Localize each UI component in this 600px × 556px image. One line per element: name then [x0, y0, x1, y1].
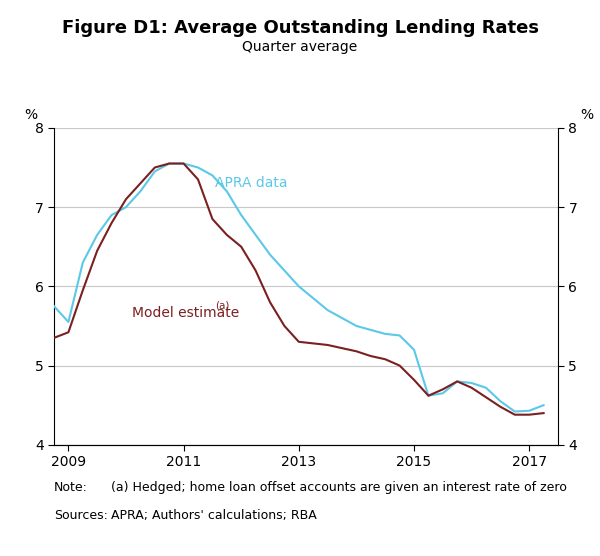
- Text: (a): (a): [215, 300, 230, 310]
- Text: Figure D1: Average Outstanding Lending Rates: Figure D1: Average Outstanding Lending R…: [62, 19, 539, 37]
- Text: APRA; Authors' calculations; RBA: APRA; Authors' calculations; RBA: [111, 509, 317, 522]
- Text: %: %: [24, 107, 37, 122]
- Text: Model estimate: Model estimate: [132, 306, 239, 320]
- Text: Quarter average: Quarter average: [242, 40, 358, 54]
- Text: Note:: Note:: [54, 481, 88, 494]
- Text: (a) Hedged; home loan offset accounts are given an interest rate of zero: (a) Hedged; home loan offset accounts ar…: [111, 481, 567, 494]
- Text: %: %: [580, 107, 593, 122]
- Text: APRA data: APRA data: [215, 176, 288, 190]
- Text: Sources:: Sources:: [54, 509, 108, 522]
